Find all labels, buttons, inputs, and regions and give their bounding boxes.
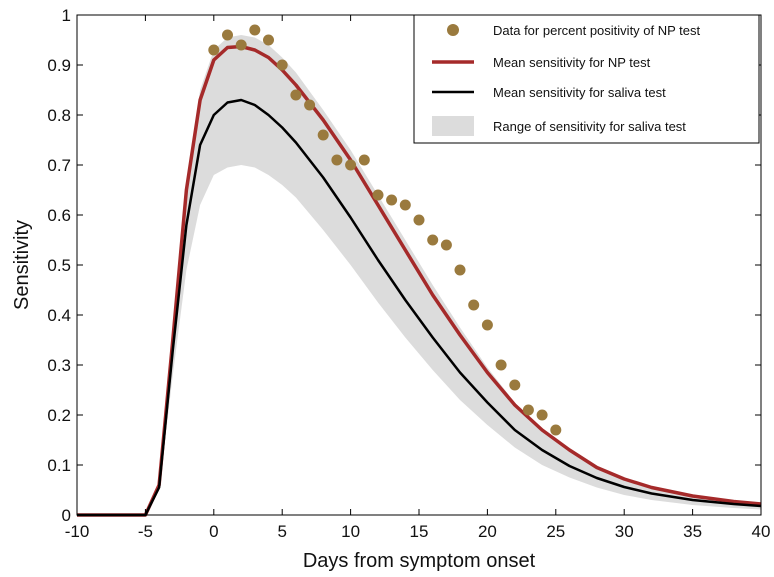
x-tick-label: 0 — [209, 522, 218, 541]
legend-label-data-points: Data for percent positivity of NP test — [493, 23, 701, 38]
data-point — [290, 89, 302, 101]
x-tick-label: 10 — [341, 522, 360, 541]
x-tick-label: 15 — [410, 522, 429, 541]
y-axis-label: Sensitivity — [11, 220, 33, 310]
data-point — [317, 129, 329, 141]
x-tick-label: 40 — [752, 522, 771, 541]
legend: Data for percent positivity of NP test Me… — [413, 14, 760, 144]
saliva-mean-line — [77, 98, 762, 517]
legend-symbol-saliva-range — [432, 116, 474, 136]
data-point — [454, 264, 466, 276]
data-point — [399, 199, 411, 211]
data-point — [235, 39, 247, 51]
x-tick-label: 20 — [478, 522, 497, 541]
y-tick-label: 0 — [62, 506, 71, 525]
legend-symbol-data-points — [447, 24, 459, 36]
data-point — [522, 404, 534, 416]
y-tick-label: 0.2 — [47, 406, 71, 425]
y-tick-label: 0.4 — [47, 306, 71, 325]
data-point — [331, 154, 343, 166]
data-point — [249, 24, 261, 36]
data-point — [358, 154, 370, 166]
data-point — [536, 409, 548, 421]
data-point — [276, 59, 288, 71]
data-point — [495, 359, 507, 371]
data-point — [427, 234, 439, 246]
legend-label-np-mean: Mean sensitivity for NP test — [493, 55, 651, 70]
data-point — [386, 194, 398, 206]
y-tick-label: 1 — [62, 6, 71, 25]
data-point — [263, 34, 274, 46]
data-point — [345, 159, 357, 171]
data-point — [208, 44, 220, 56]
y-tick-label: 0.7 — [47, 156, 71, 175]
data-point — [372, 189, 384, 201]
data-point — [304, 99, 316, 111]
y-tick-label: 0.3 — [47, 356, 71, 375]
x-tick-label: 25 — [546, 522, 565, 541]
data-point — [222, 29, 233, 41]
data-point — [413, 214, 425, 226]
y-tick-label: 0.6 — [47, 206, 71, 225]
x-tick-label: 5 — [277, 522, 286, 541]
data-points-layer — [208, 24, 562, 436]
x-tick-label: -5 — [138, 522, 153, 541]
y-tick-label: 0.8 — [47, 106, 71, 125]
y-tick-label: 0.5 — [47, 256, 71, 275]
legend-label-saliva-mean: Mean sensitivity for saliva test — [493, 85, 666, 100]
data-point — [550, 424, 562, 436]
x-tick-label: 35 — [683, 522, 702, 541]
data-point — [440, 239, 452, 251]
x-axis-label: Days from symptom onset — [303, 550, 536, 572]
data-point — [509, 379, 521, 391]
tick-labels-layer: -10 -5 0 5 10 15 20 25 30 35 40 0 0.1 0.2 0.3 0.4 0.5 0.6… — [47, 6, 770, 541]
y-tick-label: 0.1 — [47, 456, 71, 475]
data-point — [468, 299, 480, 311]
x-tick-label: 30 — [615, 522, 634, 541]
x-tick-label: -10 — [65, 522, 90, 541]
y-tick-label: 0.9 — [47, 56, 71, 75]
legend-entries: Data for percent positivity of NP test Me… — [432, 23, 701, 136]
legend-label-saliva-range: Range of sensitivity for saliva test — [493, 119, 686, 134]
data-point — [481, 319, 493, 331]
